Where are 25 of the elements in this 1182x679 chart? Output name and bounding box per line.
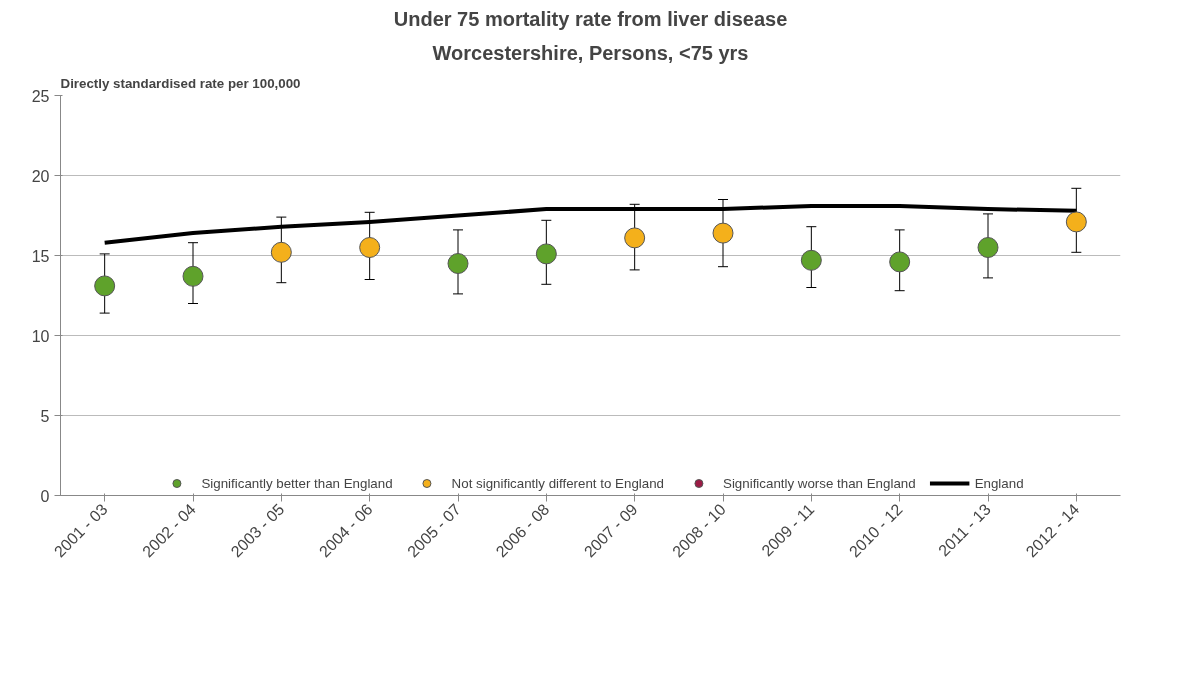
point: [535, 243, 557, 265]
y-tick-label: 20: [31, 167, 50, 185]
point: [712, 222, 734, 244]
y-tick-label: 5: [40, 407, 50, 425]
legend-label: Significantly worse than England: [723, 475, 916, 491]
point: [800, 249, 822, 271]
point: [447, 253, 469, 274]
chart-title: Under 75 mortality rate from liver disease: [393, 7, 788, 30]
legend-label: Not significantly different to England: [451, 475, 665, 491]
point: [977, 237, 999, 258]
chart-subtitle: Worcestershire, Persons, <75 yrs: [432, 41, 749, 64]
y-tick-label: 15: [31, 247, 50, 265]
point: [624, 227, 646, 249]
point: [182, 265, 204, 287]
point: [889, 251, 911, 273]
y-axis-title: Directly standardised rate per 100,000: [60, 75, 301, 91]
point: [1065, 211, 1087, 233]
point: [270, 241, 292, 263]
y-tick-label: 25: [31, 87, 50, 105]
legend-label: England: [974, 475, 1024, 491]
point: [94, 275, 116, 297]
y-tick-label: 10: [31, 327, 50, 345]
point: [359, 237, 381, 258]
y-tick-label: 0: [40, 487, 50, 505]
legend-label: Significantly better than England: [201, 475, 393, 491]
